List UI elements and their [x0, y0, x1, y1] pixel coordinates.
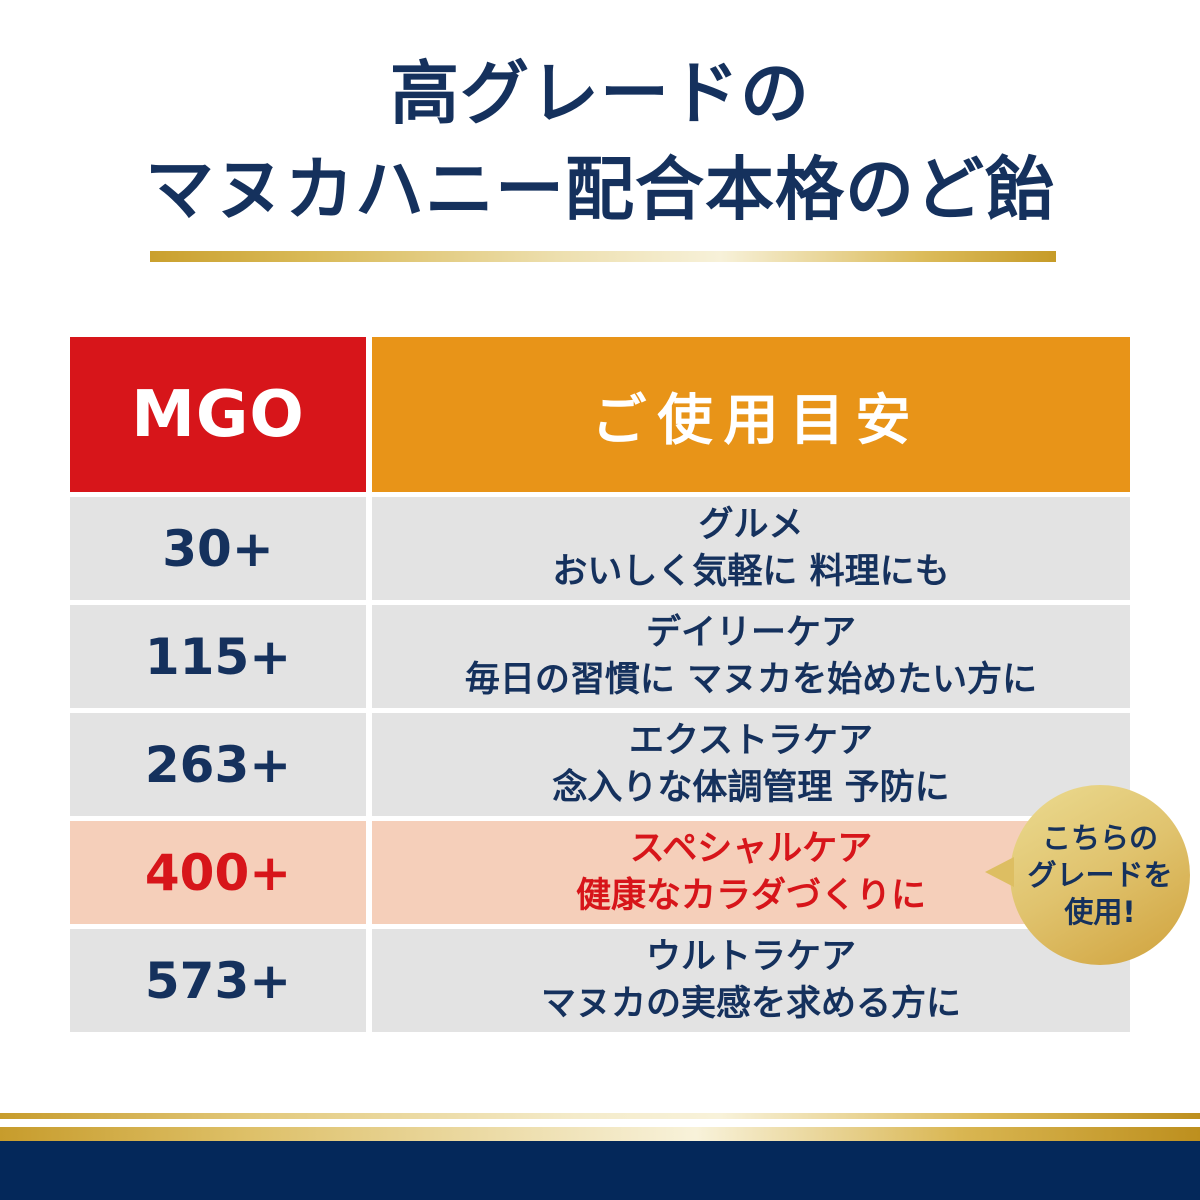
grade-used-callout-badge: こちらの グレードを 使用! [985, 785, 1190, 965]
badge-line-2: グレードを [1027, 857, 1173, 892]
care-name: デイリーケア [645, 612, 856, 653]
callout-tail-left-icon [985, 857, 1014, 887]
care-description: 健康なカラダづくりに [575, 875, 926, 916]
footer-gold-line-thin [0, 1113, 1200, 1119]
table-row-usage: デイリーケア 毎日の習慣に マヌカを始めたい方に [372, 605, 1130, 708]
table-row-mgo-value: 115+ [70, 605, 366, 708]
table-row-usage: グルメ おいしく気軽に 料理にも [372, 497, 1130, 600]
care-name: グルメ [698, 504, 804, 545]
table-row-mgo-value: 263+ [70, 713, 366, 816]
table-header-mgo: MGO [70, 337, 366, 492]
title-line-2: マヌカハニー配合本格のど飴 [145, 149, 1055, 230]
care-description: 念入りな体調管理 予防に [552, 767, 950, 808]
table-row-mgo-value-highlighted: 400+ [70, 821, 366, 924]
page-title: 高グレードの マヌカハニー配合本格のど飴 [0, 46, 1200, 238]
table-row-mgo-value: 573+ [70, 929, 366, 1032]
care-name: スペシャルケア [629, 828, 873, 869]
table-row-usage: ウルトラケア マヌカの実感を求める方に [372, 929, 1130, 1032]
table-header-usage: ご使用目安 [372, 337, 1130, 492]
mgo-grade-table: MGO ご使用目安 30+ グルメ おいしく気軽に 料理にも 115+ デイリー… [70, 337, 1130, 1032]
title-gold-underline [150, 251, 1056, 262]
badge-line-1: こちらの [1041, 820, 1158, 855]
care-description: マヌカの実感を求める方に [540, 983, 961, 1024]
table-row-usage: エクストラケア 念入りな体調管理 予防に [372, 713, 1130, 816]
footer-gold-line-thick [0, 1127, 1200, 1141]
footer-navy-band [0, 1141, 1200, 1200]
care-description: おいしく気軽に 料理にも [552, 551, 950, 592]
badge-line-3: 使用! [1064, 894, 1136, 929]
title-line-1: 高グレードの [390, 53, 810, 134]
care-name: ウルトラケア [645, 936, 856, 977]
care-name: エクストラケア [629, 720, 873, 761]
care-description: 毎日の習慣に マヌカを始めたい方に [464, 659, 1038, 700]
table-row-mgo-value: 30+ [70, 497, 366, 600]
